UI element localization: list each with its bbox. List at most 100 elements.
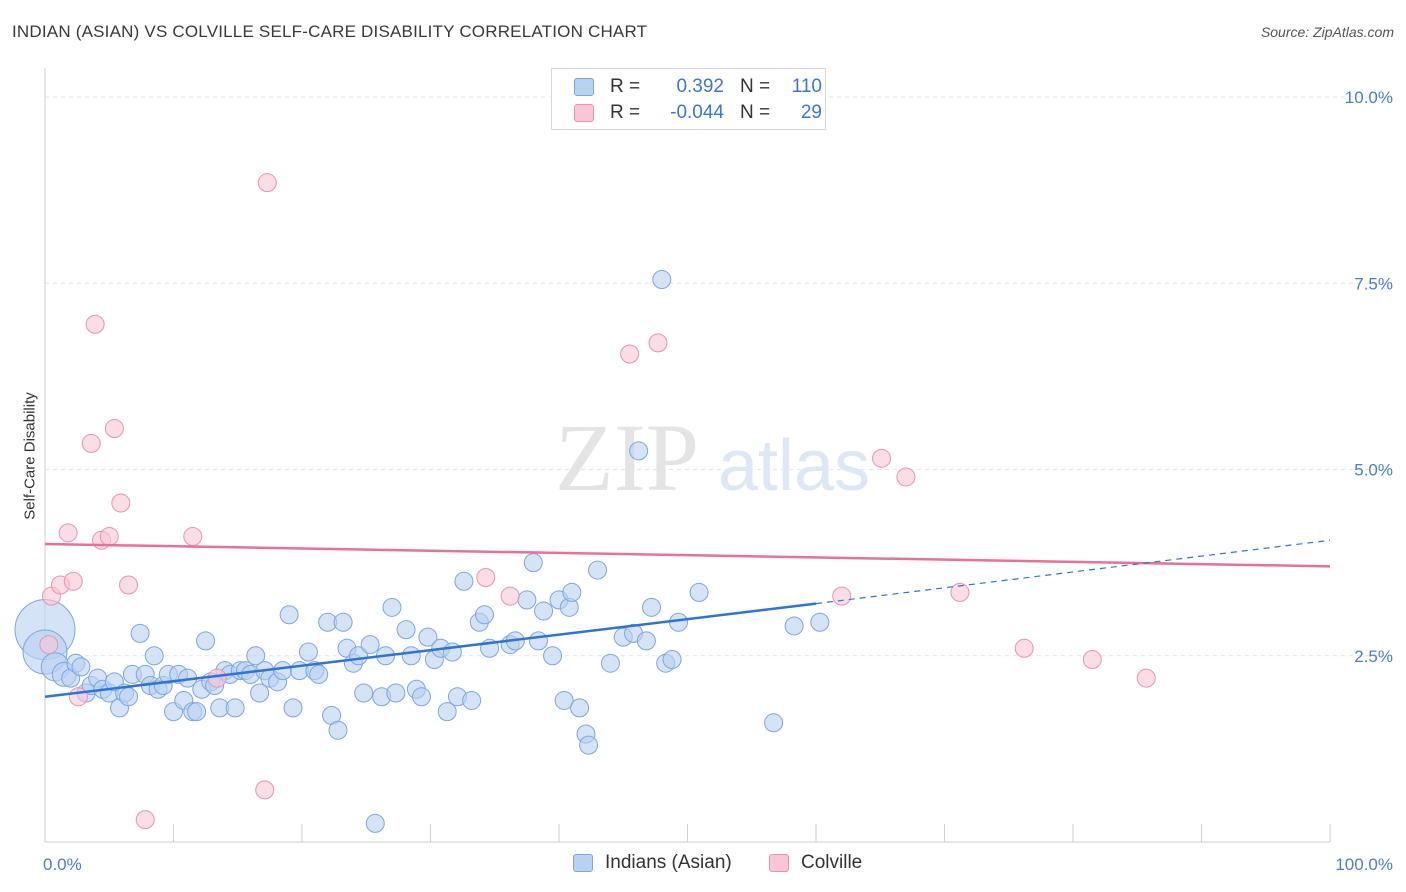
data-point xyxy=(104,419,124,439)
data-point xyxy=(620,344,640,364)
legend-item-colville[interactable]: Colville xyxy=(769,852,862,874)
data-point xyxy=(810,612,830,632)
data-point xyxy=(588,560,608,580)
data-point xyxy=(365,813,385,833)
legend-row-indians: R = 0.392 N = 110 xyxy=(574,75,822,99)
watermark: ZIP atlas xyxy=(555,404,870,511)
trend-line-indians xyxy=(44,602,817,698)
data-point xyxy=(784,616,804,636)
data-point xyxy=(554,690,574,710)
legend-r-label: R = xyxy=(610,76,641,97)
legend-row-colville: R = -0.044 N = 29 xyxy=(574,101,822,125)
data-point xyxy=(187,702,207,722)
data-point xyxy=(523,553,543,573)
data-point xyxy=(207,668,227,688)
legend-swatch-pink xyxy=(769,854,789,872)
data-point xyxy=(196,631,216,651)
data-point xyxy=(119,687,139,707)
data-point xyxy=(764,713,784,733)
data-point xyxy=(396,620,416,640)
legend-label-indians: Indians (Asian) xyxy=(605,852,732,873)
data-point xyxy=(68,687,88,707)
legend-label-colville: Colville xyxy=(801,852,863,873)
data-point xyxy=(309,664,329,684)
data-point xyxy=(401,646,421,666)
y-tick-label: 5.0% xyxy=(1354,461,1393,480)
data-point xyxy=(562,582,582,602)
data-point xyxy=(183,527,203,547)
data-point xyxy=(119,575,139,595)
chart-source: Source: ZipAtlas.com xyxy=(1260,24,1394,40)
data-point xyxy=(81,433,101,453)
data-point xyxy=(454,571,474,591)
legend-swatch-blue xyxy=(573,854,593,872)
gridlines xyxy=(45,96,1392,657)
data-point xyxy=(570,698,590,718)
legend-r-value: -0.044 xyxy=(670,102,724,123)
axes xyxy=(44,68,1331,843)
legend-n-label: N = xyxy=(740,102,771,123)
data-point xyxy=(255,780,275,800)
y-tick-label: 2.5% xyxy=(1354,647,1393,666)
data-point xyxy=(476,568,496,588)
data-point xyxy=(250,683,270,703)
data-point xyxy=(111,493,131,513)
data-point xyxy=(636,631,656,651)
legend-r-value: 0.392 xyxy=(676,76,724,97)
data-point xyxy=(534,601,554,621)
series-legend: Indians (Asian) Colville xyxy=(0,852,1406,876)
data-point xyxy=(63,571,83,591)
data-point xyxy=(39,635,59,655)
tick-labels: 2.5% 5.0% 7.5% 10.0% 0.0% 100.0% xyxy=(43,88,1393,874)
data-point xyxy=(1136,668,1156,688)
data-point xyxy=(354,683,374,703)
trend-line-indians-extension xyxy=(815,539,1331,605)
legend-n-value: 29 xyxy=(800,102,822,123)
x-tick-label-min: 0.0% xyxy=(43,855,82,874)
legend-item-indians[interactable]: Indians (Asian) xyxy=(573,852,732,874)
data-point xyxy=(58,523,78,543)
data-point xyxy=(135,810,155,830)
data-point xyxy=(99,527,119,547)
legend-swatch-blue xyxy=(574,78,594,96)
data-point xyxy=(832,586,852,606)
data-point xyxy=(1082,649,1102,669)
watermark-zip: ZIP xyxy=(555,404,699,511)
data-point xyxy=(144,646,164,666)
data-point xyxy=(462,690,482,710)
trend-line-colville xyxy=(44,542,1331,568)
data-point xyxy=(896,467,916,487)
data-point xyxy=(225,698,245,718)
data-point xyxy=(543,646,563,666)
data-point xyxy=(950,582,970,602)
chart-title: INDIAN (ASIAN) VS COLVILLE SELF-CARE DIS… xyxy=(12,22,648,41)
data-point xyxy=(872,448,892,468)
data-point xyxy=(246,646,266,666)
data-point xyxy=(662,649,682,669)
x-tick-label-max: 100.0% xyxy=(1335,855,1393,874)
data-point xyxy=(386,683,406,703)
legend-n-value: 110 xyxy=(791,76,822,97)
stats-legend: R = 0.392 N = 110 R = -0.044 N = 29 xyxy=(551,68,826,130)
data-point xyxy=(528,631,548,651)
data-point xyxy=(1014,638,1034,658)
data-point xyxy=(360,635,380,655)
data-point xyxy=(474,605,494,625)
data-point xyxy=(648,333,668,353)
y-tick-label: 7.5% xyxy=(1354,274,1393,293)
data-point xyxy=(71,657,91,677)
data-point xyxy=(629,441,649,461)
data-point xyxy=(298,642,318,662)
watermark-atlas: atlas xyxy=(718,426,870,506)
data-point xyxy=(437,702,457,722)
data-point xyxy=(600,653,620,673)
data-point xyxy=(328,720,348,740)
data-point xyxy=(382,597,402,617)
data-point xyxy=(517,590,537,610)
data-point xyxy=(333,612,353,632)
data-point xyxy=(500,586,520,606)
data-point xyxy=(642,597,662,617)
data-point xyxy=(689,582,709,602)
data-point xyxy=(85,314,105,334)
